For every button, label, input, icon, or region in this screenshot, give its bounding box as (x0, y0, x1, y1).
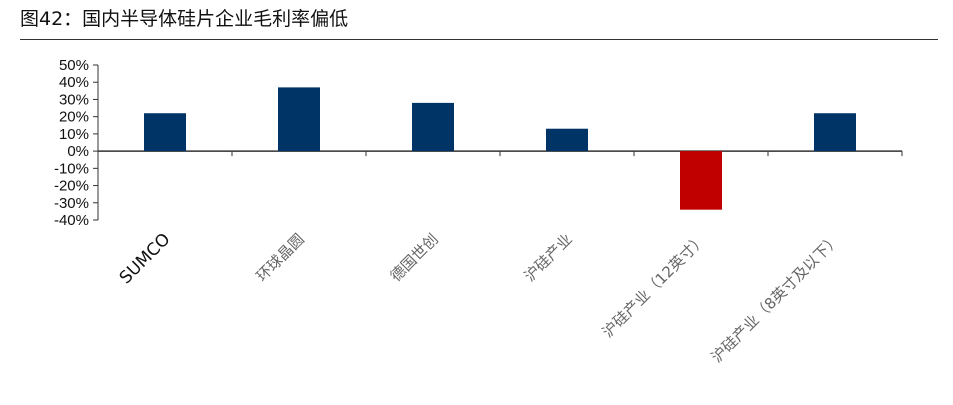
bar-6 (814, 113, 856, 152)
y-tick-label: 30% (59, 91, 89, 108)
x-tick-label: 德国世创 (387, 230, 442, 285)
bar-5 (680, 151, 722, 210)
y-axis: 50%40%30%20%10%0%-10%-20%-30%-40% (54, 57, 99, 229)
bar-series (144, 87, 856, 210)
x-axis (98, 150, 903, 157)
figure-title: 图42：国内半导体硅片企业毛利率偏低 (20, 8, 349, 30)
y-tick-label: 40% (59, 74, 89, 91)
bar-3 (412, 102, 454, 152)
x-tick-labels: SUMCO 环球晶圆 德国世创 沪硅产业 沪硅产业（12英寸）沪硅产业（8英寸及以下） (116, 229, 844, 366)
y-tick-label: -10% (54, 160, 89, 177)
x-tick-label: 沪硅产业（8英寸及以下） (708, 230, 844, 366)
y-tick-label: -20% (54, 178, 89, 195)
title-divider (20, 39, 938, 40)
x-tick-label: 沪硅产业（12英寸） (599, 230, 710, 341)
x-tick-label: SUMCO (116, 229, 175, 288)
y-tick-label: 50% (59, 57, 89, 74)
x-tick-label: 沪硅产业 (521, 230, 576, 285)
y-tick-label: 10% (59, 126, 89, 143)
bar-4 (546, 128, 588, 152)
y-tick-label: -40% (54, 212, 89, 229)
x-tick-label: 环球晶圆 (253, 230, 308, 285)
bar-1 (144, 113, 186, 152)
y-tick-label: 20% (59, 109, 89, 126)
y-tick-label: 0% (67, 143, 89, 160)
bar-2 (278, 87, 320, 152)
y-tick-label: -30% (54, 195, 89, 212)
